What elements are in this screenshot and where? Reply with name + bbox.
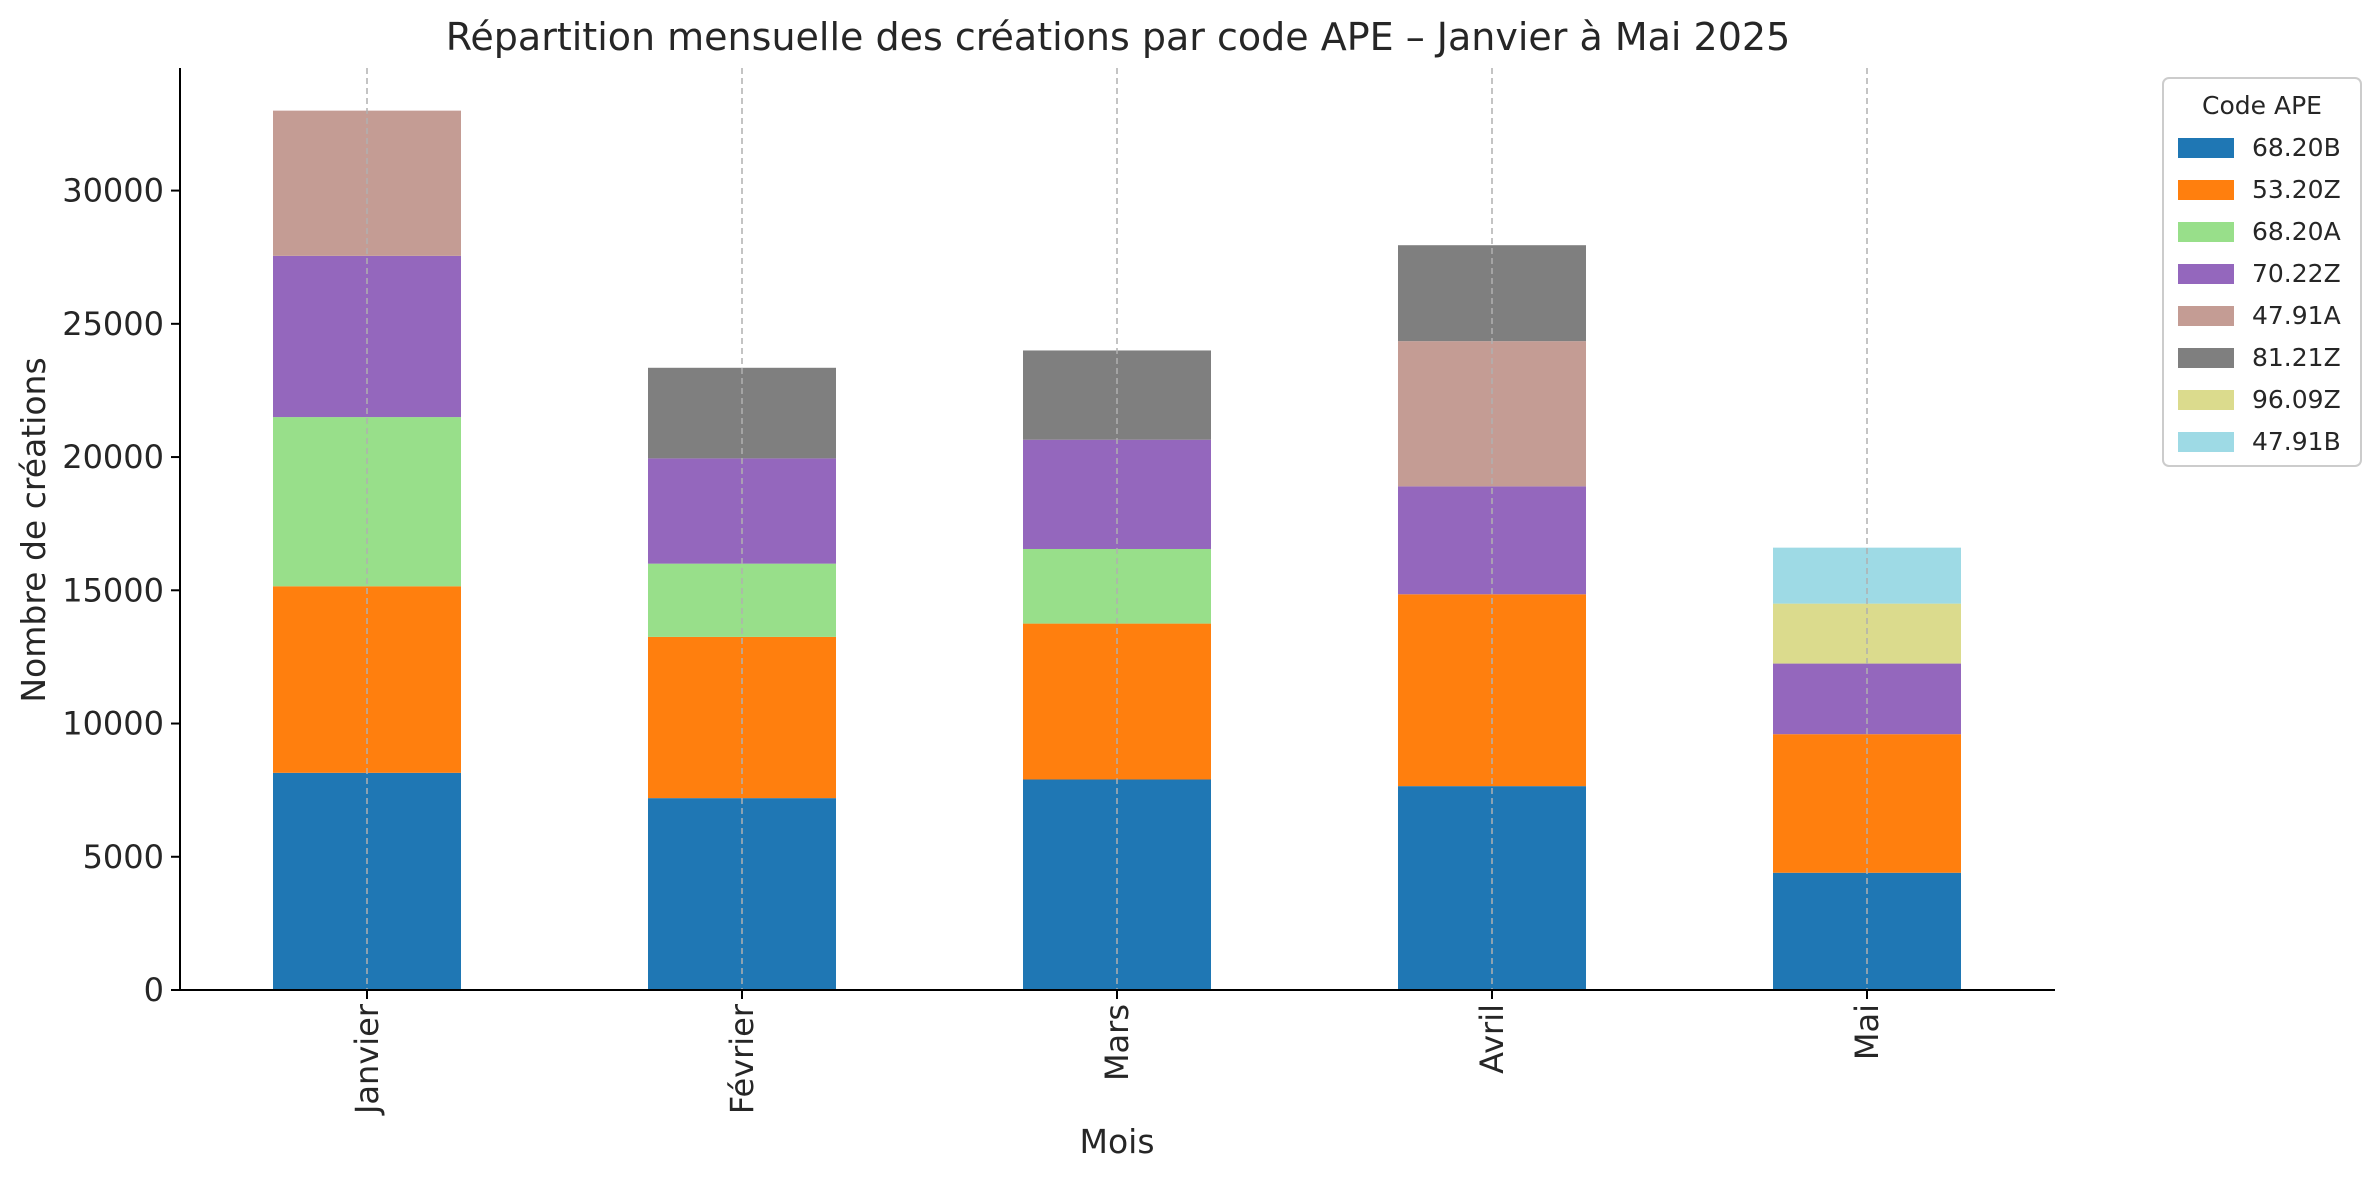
legend-label: 96.09Z (2252, 385, 2341, 414)
bar-segment (1773, 547, 1961, 604)
legend-swatch (2178, 432, 2234, 452)
y-tick-label: 15000 (62, 571, 164, 609)
legend-swatch (2178, 306, 2234, 326)
x-tick-label: Janvier (348, 1003, 386, 1116)
legend-frame (2162, 77, 2362, 467)
legend: Code APE 68.20B 53.20Z 68.20A 70.22Z 47.91A 8… (2162, 77, 2362, 467)
legend-label: 70.22Z (2252, 259, 2341, 288)
x-tick-label: Mai (1848, 1004, 1886, 1060)
legend-label: 47.91A (2252, 301, 2341, 330)
chart-title: Répartition mensuelle des créations par … (446, 15, 1791, 59)
ticks-layer: 0 5000 10000 15000 20000 25000 30000 Janvier Fév… (62, 172, 1886, 1116)
legend-swatch (2178, 180, 2234, 200)
y-tick-label: 30000 (62, 172, 164, 210)
x-tick-label: Mars (1098, 1004, 1136, 1081)
bar-segment (1023, 779, 1211, 990)
legend-label: 81.21Z (2252, 343, 2341, 372)
legend-swatch (2178, 264, 2234, 284)
bars-layer (273, 68, 1961, 990)
x-tick-label: Février (723, 1003, 761, 1114)
y-tick-label: 10000 (62, 705, 164, 743)
legend-title: Code APE (2202, 91, 2322, 120)
legend-swatch (2178, 222, 2234, 242)
legend-swatch (2178, 138, 2234, 158)
y-tick-label: 25000 (62, 305, 164, 343)
legend-label: 47.91B (2252, 427, 2341, 456)
y-axis-label: Nombre de créations (14, 357, 53, 702)
y-tick-label: 0 (144, 971, 164, 1009)
legend-label: 68.20B (2252, 133, 2341, 162)
legend-label: 68.20A (2252, 217, 2341, 246)
legend-label: 53.20Z (2252, 175, 2341, 204)
x-axis-label: Mois (1079, 1122, 1154, 1161)
y-tick-label: 5000 (83, 838, 164, 876)
legend-swatch (2178, 390, 2234, 410)
bar-segment (1023, 350, 1211, 440)
legend-swatch (2178, 348, 2234, 368)
x-tick-label: Avril (1473, 1004, 1511, 1074)
y-tick-label: 20000 (62, 438, 164, 476)
